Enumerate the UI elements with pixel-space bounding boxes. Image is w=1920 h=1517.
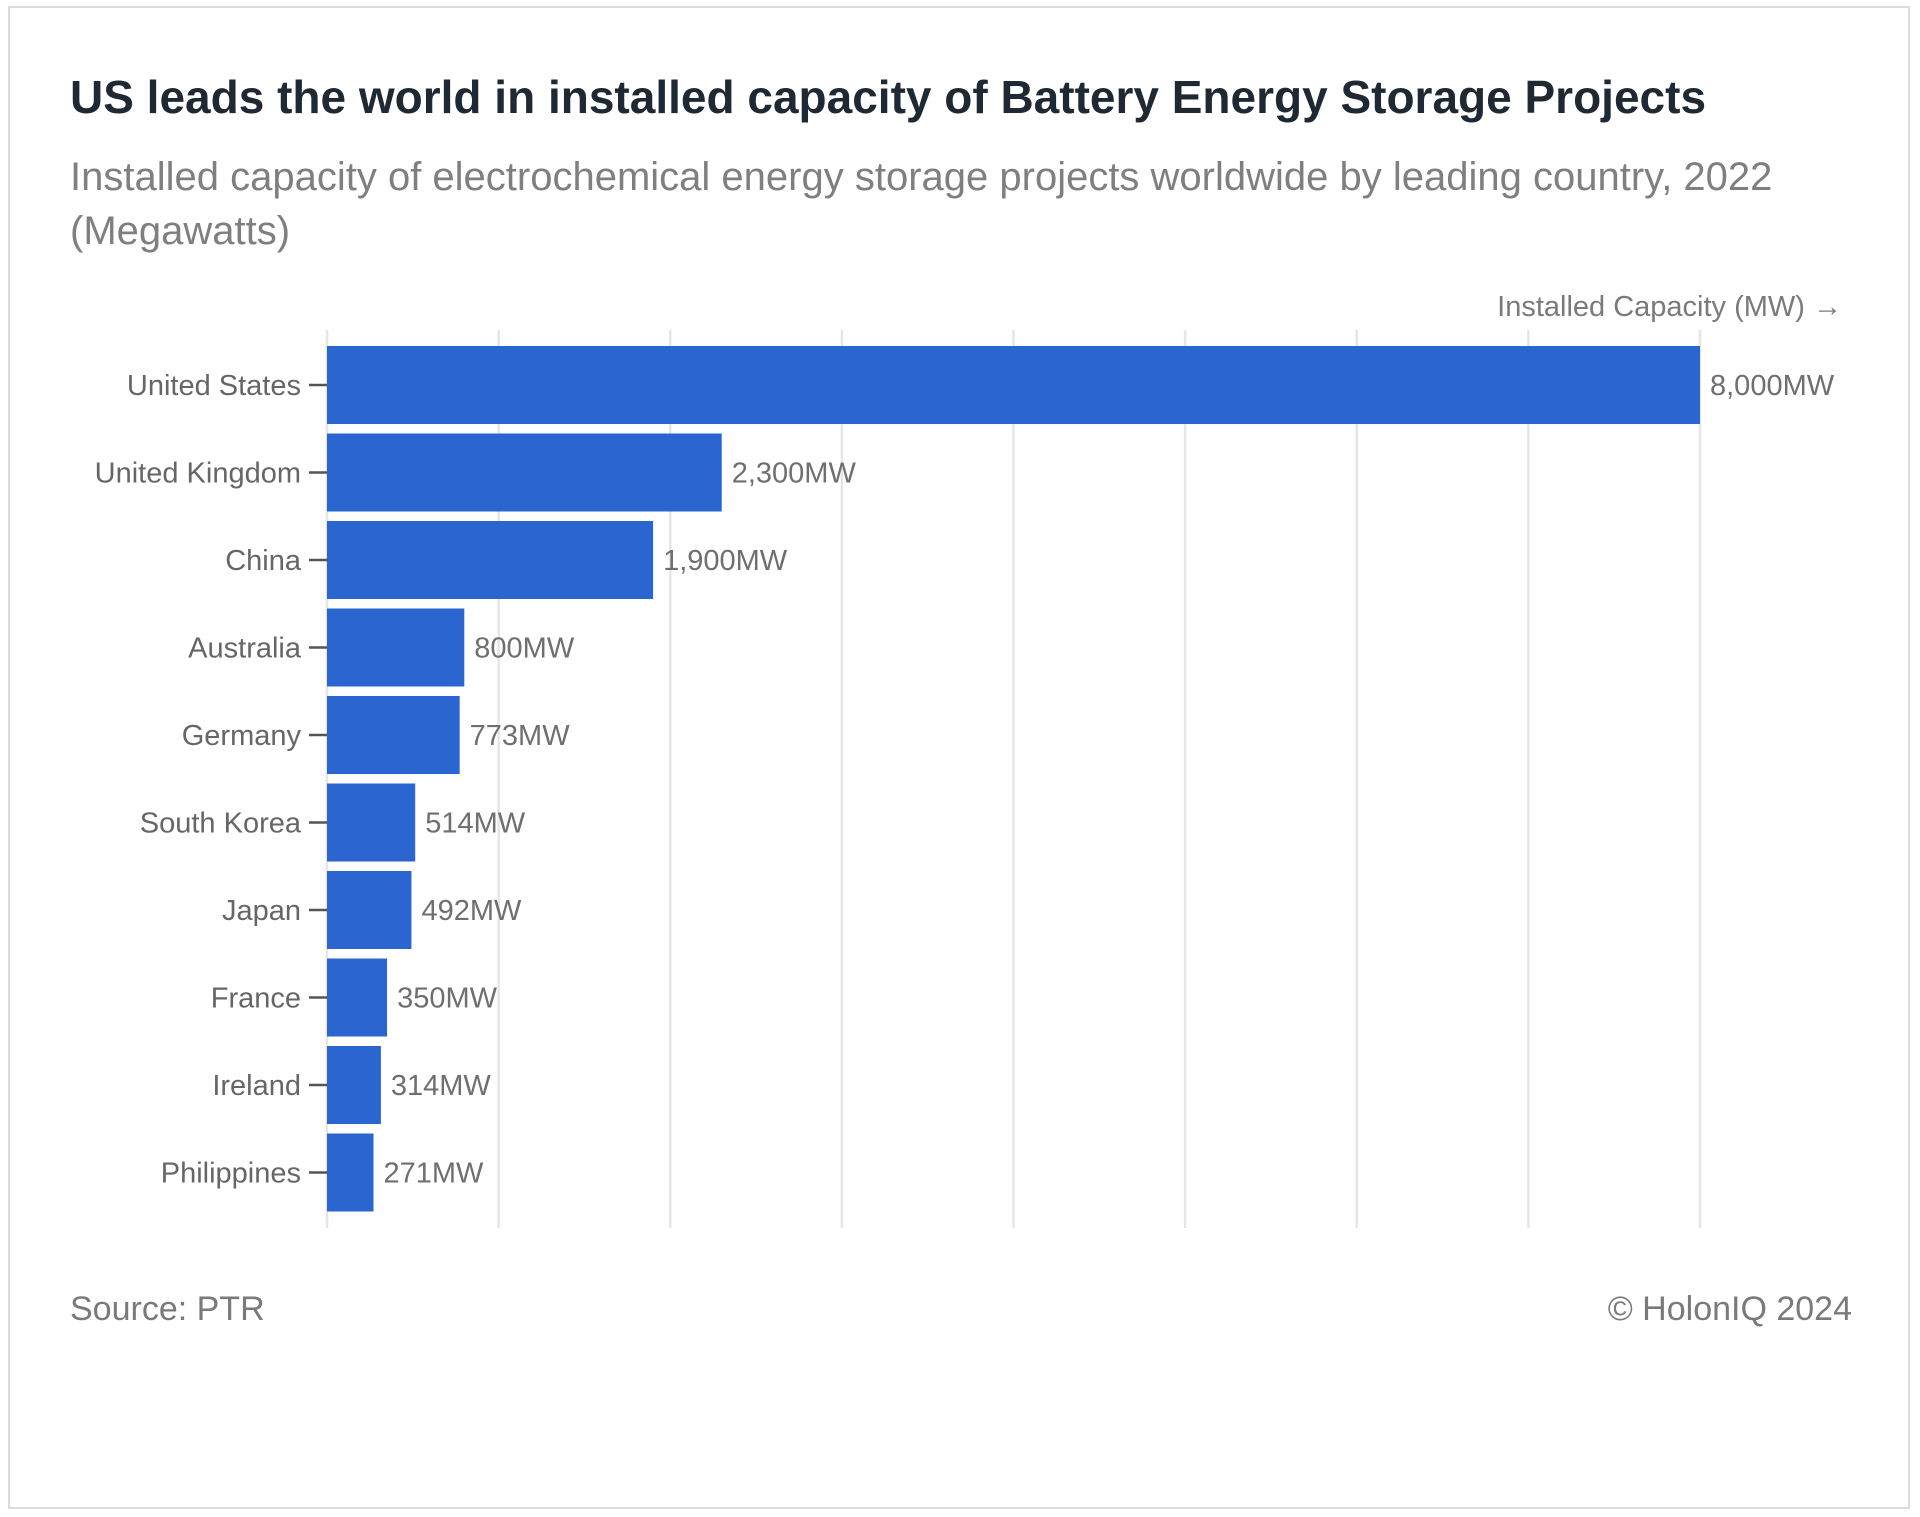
copyright-note: © HolonIQ 2024 [1607,1290,1852,1328]
bar [327,696,460,774]
category-label: Germany [182,720,302,752]
category-label: Philippines [161,1158,301,1190]
category-label: Japan [222,895,301,927]
chart-card [8,6,1910,1509]
category-label: France [211,983,301,1015]
data-label: 271MW [384,1158,485,1190]
data-label: 350MW [397,983,498,1015]
category-label: Australia [188,633,302,665]
category-label: South Korea [140,808,302,840]
data-label: 800MW [474,633,575,665]
source-note: Source: PTR [70,1290,265,1328]
bar [327,958,388,1037]
data-label: 8,000MW [1710,370,1835,402]
data-label: 773MW [470,720,571,752]
chart-subtitle: Installed capacity of electrochemical en… [70,155,1773,253]
bar [327,433,722,512]
category-label: United Kingdom [95,458,301,490]
x-axis-label: Installed Capacity (MW) → [1497,291,1842,323]
bar [327,608,465,687]
data-label: 2,300MW [732,458,857,490]
category-label: Ireland [212,1070,301,1102]
chart-title: US leads the world in installed capacity… [70,71,1707,123]
data-label: 514MW [425,808,526,840]
bar [327,871,412,949]
bar [327,346,1700,424]
bar [327,1133,374,1212]
bar [327,1046,381,1124]
data-label: 492MW [421,895,522,927]
data-label: 314MW [391,1070,492,1102]
category-label: China [225,545,302,577]
bar [327,521,654,599]
data-label: 1,900MW [663,545,788,577]
bar [327,783,416,862]
category-label: United States [127,370,301,402]
